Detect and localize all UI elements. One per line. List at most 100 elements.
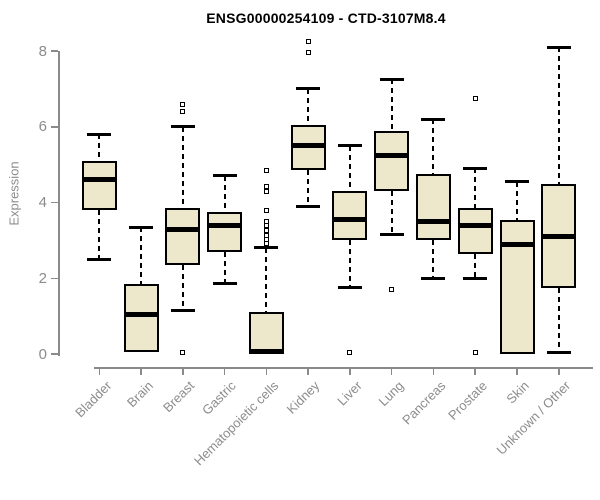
outlier-point xyxy=(263,228,269,234)
lower-whisker-cap xyxy=(337,286,362,290)
upper-whisker-cap xyxy=(212,174,237,178)
lower-whisker xyxy=(223,251,226,284)
outlier-point xyxy=(305,39,311,45)
x-category-label: Liver xyxy=(333,378,365,409)
x-category-label: Skin xyxy=(503,378,532,407)
outlier-point xyxy=(263,167,269,173)
iqr-box xyxy=(248,312,284,354)
upper-whisker xyxy=(348,145,351,192)
iqr-box xyxy=(123,283,159,353)
outlier-point xyxy=(389,287,395,293)
lower-whisker xyxy=(348,240,351,288)
median-line xyxy=(376,152,408,158)
y-tick-label: 0 xyxy=(38,345,47,363)
upper-whisker xyxy=(307,88,310,125)
iqr-box xyxy=(81,160,117,211)
lower-whisker xyxy=(557,287,560,353)
x-axis-tick xyxy=(307,368,309,375)
upper-whisker-cap xyxy=(463,166,488,170)
lower-whisker xyxy=(390,191,393,235)
outlier-point xyxy=(263,189,269,195)
lower-whisker xyxy=(432,240,435,279)
median-line xyxy=(543,234,575,240)
x-category-label: Lung xyxy=(375,378,407,410)
outlier-point xyxy=(263,207,269,213)
outlier-point xyxy=(305,50,311,56)
y-axis-tick xyxy=(51,126,58,128)
upper-whisker xyxy=(516,181,518,220)
median-line xyxy=(501,241,533,247)
outlier-point xyxy=(180,101,186,107)
iqr-box xyxy=(415,174,451,241)
outlier-point xyxy=(180,349,186,355)
x-axis-tick xyxy=(349,368,351,375)
upper-whisker-cap xyxy=(505,180,529,184)
median-line xyxy=(334,217,366,223)
lower-whisker-cap xyxy=(379,233,404,237)
median-line xyxy=(167,226,199,232)
chart-title: ENSG00000254109 - CTD-3107M8.4 xyxy=(206,10,446,26)
upper-whisker xyxy=(390,79,393,131)
iqr-box xyxy=(499,219,535,354)
median-line xyxy=(250,348,282,354)
lower-whisker xyxy=(474,253,477,279)
y-axis-tick xyxy=(51,50,58,52)
upper-whisker-cap xyxy=(129,225,154,229)
upper-whisker-cap xyxy=(421,117,446,121)
outlier-point xyxy=(472,349,478,355)
outlier-point xyxy=(347,349,353,355)
lower-whisker-cap xyxy=(546,350,571,354)
x-category-label: Pancreas xyxy=(398,378,449,428)
x-category-label: Kidney xyxy=(284,378,323,417)
y-axis-tick xyxy=(51,353,58,355)
x-category-label: Unknown / Other xyxy=(493,378,574,458)
iqr-box xyxy=(207,211,243,252)
y-axis-tick xyxy=(51,201,58,204)
lower-whisker xyxy=(181,264,184,311)
x-axis-tick xyxy=(182,368,184,375)
outlier-point xyxy=(263,184,269,190)
x-axis-tick xyxy=(558,368,560,375)
iqr-box xyxy=(457,208,493,254)
upper-whisker-cap xyxy=(337,144,362,148)
median-line xyxy=(292,143,324,149)
upper-whisker-cap xyxy=(546,45,571,49)
lower-whisker-cap xyxy=(212,282,237,286)
y-tick-label: 4 xyxy=(38,194,47,211)
median-line xyxy=(417,218,449,224)
lower-whisker xyxy=(98,210,101,260)
median-line xyxy=(125,311,157,317)
upper-whisker-cap xyxy=(296,87,321,91)
x-axis-tick xyxy=(390,368,393,375)
outlier-point xyxy=(263,218,269,224)
upper-whisker xyxy=(474,168,477,209)
x-axis-tick xyxy=(432,368,435,375)
upper-whisker-cap xyxy=(87,132,112,136)
upper-whisker xyxy=(432,119,435,175)
x-axis-tick xyxy=(98,368,101,375)
lower-whisker-cap xyxy=(463,276,488,280)
outlier-point xyxy=(263,232,269,238)
iqr-box xyxy=(165,208,201,265)
upper-whisker-cap xyxy=(379,77,404,81)
x-category-label: Bladder xyxy=(71,378,114,421)
upper-whisker xyxy=(557,47,560,184)
x-axis-tick xyxy=(474,368,476,375)
upper-whisker-cap xyxy=(170,125,195,129)
y-axis-tick xyxy=(51,277,58,279)
lower-whisker-cap xyxy=(296,204,321,208)
lower-whisker-cap xyxy=(87,257,112,261)
x-category-label: Gastric xyxy=(199,378,240,418)
upper-whisker xyxy=(98,134,101,161)
x-axis-tick xyxy=(516,368,518,375)
y-tick-label: 2 xyxy=(38,269,47,287)
outlier-point xyxy=(472,95,478,101)
lower-whisker-cap xyxy=(170,308,195,312)
iqr-box xyxy=(332,191,368,241)
lower-whisker-cap xyxy=(421,276,446,280)
y-tick-label: 8 xyxy=(38,42,47,60)
outlier-point xyxy=(180,109,186,115)
x-axis-tick xyxy=(265,368,268,375)
x-category-label: Breast xyxy=(160,378,198,416)
upper-whisker xyxy=(223,175,226,212)
